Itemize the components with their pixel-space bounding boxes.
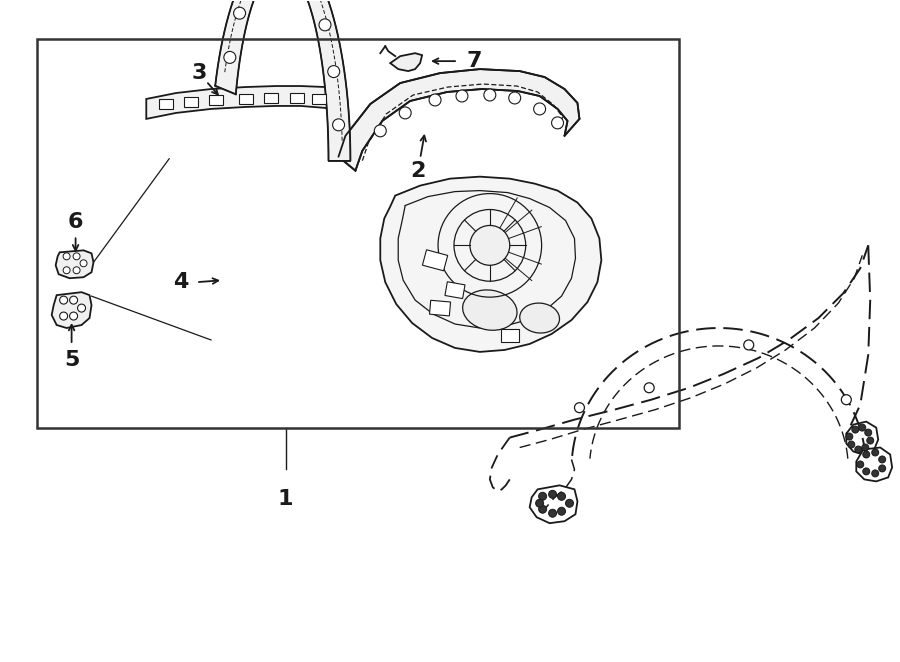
Text: 1: 1 (278, 489, 293, 509)
Circle shape (484, 89, 496, 101)
Bar (209, 95, 223, 105)
Circle shape (73, 253, 80, 260)
Circle shape (80, 260, 87, 267)
Circle shape (644, 383, 654, 393)
Circle shape (508, 92, 521, 104)
Circle shape (69, 296, 77, 304)
Text: 6: 6 (68, 213, 84, 232)
Bar (445, 282, 465, 299)
Polygon shape (381, 177, 601, 352)
Bar (290, 93, 303, 103)
Circle shape (224, 52, 236, 64)
Text: 3: 3 (192, 63, 207, 83)
Bar (37, 39, 679, 428)
Circle shape (536, 499, 544, 507)
Circle shape (400, 107, 411, 119)
Text: 5: 5 (64, 350, 79, 370)
Polygon shape (56, 250, 94, 278)
Circle shape (842, 395, 851, 404)
Polygon shape (147, 81, 340, 126)
Circle shape (867, 437, 874, 444)
Circle shape (878, 465, 886, 472)
Circle shape (63, 253, 70, 260)
Circle shape (69, 312, 77, 320)
Circle shape (743, 340, 753, 350)
Circle shape (865, 429, 872, 436)
Circle shape (574, 402, 584, 412)
Circle shape (878, 456, 886, 463)
Circle shape (855, 446, 862, 453)
Circle shape (557, 493, 565, 500)
Circle shape (234, 7, 246, 19)
Polygon shape (338, 69, 580, 171)
Circle shape (534, 103, 545, 115)
Polygon shape (215, 0, 350, 161)
Polygon shape (856, 448, 892, 481)
Circle shape (552, 117, 563, 129)
Bar (311, 94, 326, 104)
Polygon shape (391, 53, 422, 71)
Circle shape (470, 226, 509, 265)
Bar (184, 97, 198, 107)
Circle shape (851, 426, 859, 433)
Circle shape (328, 66, 339, 77)
Circle shape (872, 470, 878, 477)
Polygon shape (846, 422, 878, 455)
Circle shape (374, 125, 386, 137)
Bar (422, 250, 447, 271)
Circle shape (857, 461, 864, 468)
Circle shape (549, 491, 556, 498)
Circle shape (456, 90, 468, 102)
Ellipse shape (463, 290, 517, 330)
Ellipse shape (519, 303, 560, 333)
Circle shape (538, 505, 546, 513)
Polygon shape (51, 292, 92, 328)
Circle shape (77, 304, 86, 312)
Circle shape (848, 441, 855, 448)
Text: 7: 7 (466, 51, 482, 71)
Circle shape (429, 94, 441, 106)
Circle shape (557, 507, 565, 515)
Circle shape (862, 444, 868, 451)
Text: 2: 2 (410, 161, 426, 181)
Bar (429, 301, 451, 316)
Circle shape (872, 449, 878, 456)
Circle shape (846, 433, 853, 440)
Circle shape (859, 424, 866, 431)
Bar (159, 99, 173, 109)
Circle shape (863, 451, 869, 458)
Circle shape (333, 119, 345, 131)
Circle shape (319, 19, 331, 31)
Circle shape (538, 493, 546, 500)
Bar (500, 329, 518, 342)
Bar (238, 94, 253, 104)
Circle shape (549, 509, 556, 517)
Circle shape (565, 499, 573, 507)
Circle shape (863, 468, 869, 475)
Circle shape (63, 267, 70, 274)
Bar (264, 93, 278, 103)
Text: 4: 4 (174, 272, 189, 292)
Circle shape (59, 312, 68, 320)
Polygon shape (530, 485, 578, 523)
Circle shape (73, 267, 80, 274)
Circle shape (59, 296, 68, 304)
